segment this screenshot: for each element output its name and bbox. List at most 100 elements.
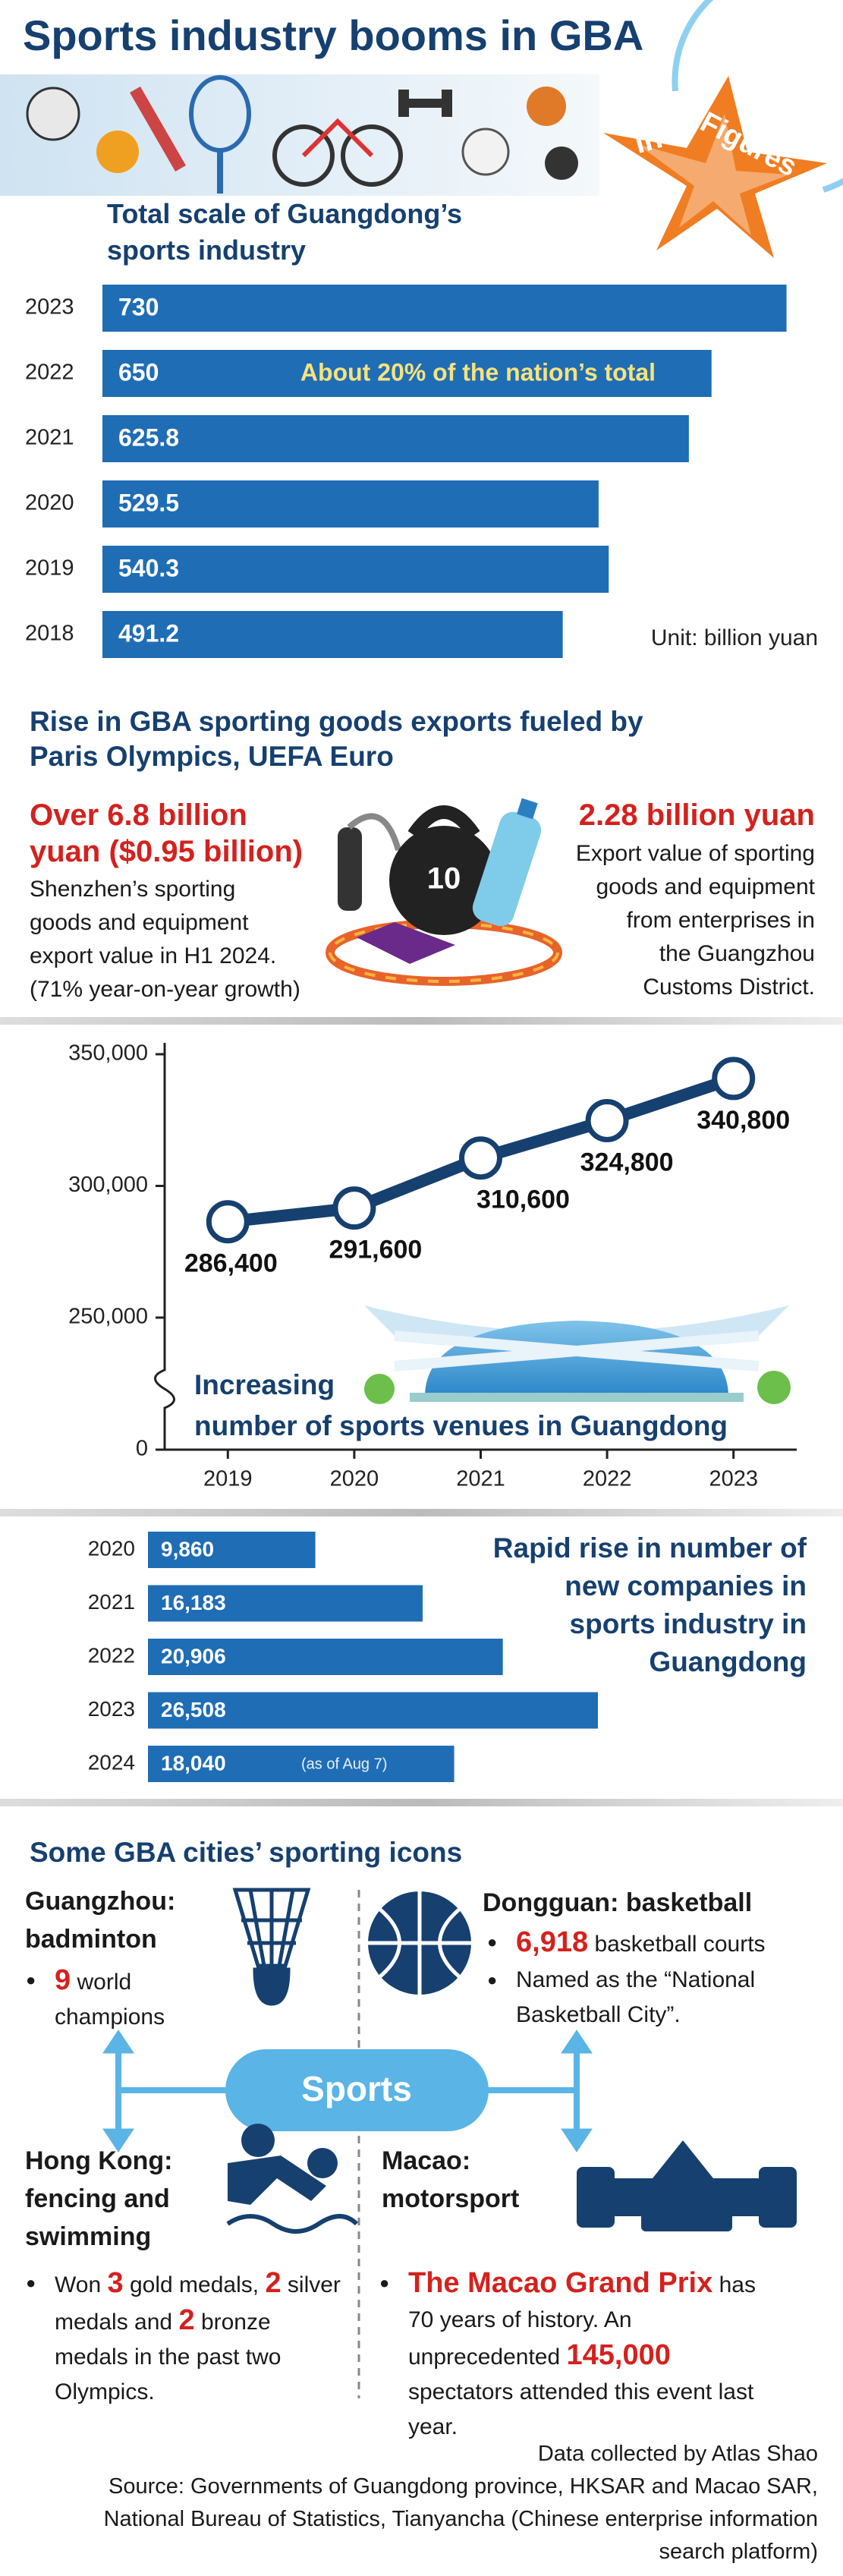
bar xyxy=(102,285,787,332)
highlight: 2 xyxy=(178,2304,195,2336)
value-label: 340,800 xyxy=(697,1106,790,1135)
bullet-text: spectators attended this event last year… xyxy=(408,2379,754,2439)
value-label: 20,906 xyxy=(161,1644,226,1667)
value-label: 16,183 xyxy=(161,1591,226,1614)
category-label: 2020 xyxy=(25,491,74,515)
highlight: 2 xyxy=(265,2267,282,2299)
category-label: 2021 xyxy=(88,1590,135,1614)
bar xyxy=(148,1585,423,1622)
bullet: The Macao Grand Prix has 70 years of his… xyxy=(379,2266,765,2445)
basketball-icon xyxy=(368,1891,471,1995)
y-tick-label: 250,000 xyxy=(68,1305,148,1329)
x-tick-label: 2019 xyxy=(203,1467,253,1491)
bar xyxy=(102,546,609,593)
value-label: 26,508 xyxy=(161,1698,226,1721)
headline: Over 6.8 billion xyxy=(30,798,247,832)
bar xyxy=(102,611,563,658)
bullet-text: world champions xyxy=(55,1970,165,2030)
stadium-illustration xyxy=(364,1305,791,1404)
page-title: Sports industry booms in GBA xyxy=(23,11,644,59)
x-tick-label: 2020 xyxy=(330,1467,379,1491)
highlight: 9 xyxy=(55,1964,71,1996)
value-label: 18,040 xyxy=(161,1751,226,1775)
value-label: 291,600 xyxy=(329,1236,422,1264)
category-label: 2021 xyxy=(25,426,74,450)
body-text: export value in H1 2024. xyxy=(30,943,277,968)
bar xyxy=(102,350,712,397)
category-label: 2024 xyxy=(88,1750,135,1774)
value-label: 650 xyxy=(118,358,159,386)
bullet: Won 3 gold medals, 2 silver medals and 2… xyxy=(26,2266,343,2410)
chart-title: Increasing xyxy=(194,1369,335,1400)
chart-title: Rapid rise in number of xyxy=(492,1532,807,1564)
value-label: 324,800 xyxy=(580,1148,674,1176)
chart-title: new companies in xyxy=(565,1570,807,1601)
body-text: from enterprises in xyxy=(626,908,815,933)
category-label: 2022 xyxy=(88,1643,135,1667)
bar xyxy=(148,1746,455,1782)
bullet-text: bronze medals in the past two Olympics. xyxy=(55,2310,282,2404)
bar xyxy=(102,480,599,527)
section-title: Paris Olympics, UEFA Euro xyxy=(30,741,394,772)
value-label: 286,400 xyxy=(184,1249,278,1278)
category-label: 2023 xyxy=(25,295,74,320)
city-title: swimming xyxy=(25,2222,152,2251)
y-axis xyxy=(154,1043,175,1450)
x-tick-label: 2023 xyxy=(709,1467,758,1491)
body-text: goods and equipment xyxy=(30,910,249,935)
bullet-text: basketball courts xyxy=(594,1932,766,1957)
footer-text: National Bureau of Statistics, Tianyanch… xyxy=(103,2507,818,2531)
value-label: 9,860 xyxy=(161,1537,214,1560)
body-text: goods and equipment xyxy=(596,874,815,899)
annotation: (as of Aug 7) xyxy=(301,1756,387,1772)
body-text: Shenzhen’s sporting xyxy=(30,877,236,902)
chart-title: number of sports venues in Guangdong xyxy=(194,1410,728,1441)
bullet: 9 world champions xyxy=(26,1963,229,2035)
x-tick-label: 2021 xyxy=(456,1467,505,1491)
value-label: 491.2 xyxy=(118,619,179,647)
point xyxy=(332,1186,376,1230)
y-tick-label: 350,000 xyxy=(68,1041,148,1066)
bullet-text: silver medals and xyxy=(55,2272,341,2335)
x-tick-label: 2022 xyxy=(583,1467,632,1491)
value-label: 625.8 xyxy=(118,424,179,451)
city-title: Macao: xyxy=(382,2146,471,2175)
city-title: fencing and xyxy=(25,2184,170,2213)
value-label: 540.3 xyxy=(118,554,179,581)
value-label: 529.5 xyxy=(118,489,179,516)
kettlebell-label: 10 xyxy=(427,862,461,896)
bar xyxy=(148,1692,598,1729)
chart-title: sports industry xyxy=(107,235,307,266)
bar xyxy=(102,415,689,462)
city-title: Hong Kong: xyxy=(25,2146,173,2175)
badge-text: In xyxy=(631,121,666,160)
banner-illustration xyxy=(0,74,599,196)
chart-title: sports industry in xyxy=(569,1608,807,1639)
category-label: 2023 xyxy=(88,1697,135,1721)
y-tick-label: 300,000 xyxy=(68,1173,148,1197)
unit-label: Unit: billion yuan xyxy=(651,625,818,650)
footer-text: Source: Governments of Guangdong provinc… xyxy=(109,2474,818,2499)
value-label: 310,600 xyxy=(477,1186,570,1214)
category-label: 2022 xyxy=(25,361,74,385)
center-label: Sports xyxy=(301,2069,412,2108)
bullet-text: Won xyxy=(55,2272,102,2297)
point xyxy=(712,1057,756,1101)
point xyxy=(206,1200,250,1244)
shuttlecock-icon xyxy=(232,1888,311,2006)
headline: 2.28 billion yuan xyxy=(578,798,815,832)
y-tick-label: 0 xyxy=(136,1437,148,1461)
export-illustration xyxy=(326,798,562,986)
chart-title: Total scale of Guangdong’s xyxy=(107,198,463,229)
value-label: 730 xyxy=(118,293,159,320)
city-title: Guangzhou: xyxy=(25,1887,176,1916)
separator xyxy=(0,1799,843,1806)
bar xyxy=(148,1639,503,1675)
city-title: motorsport xyxy=(382,2184,520,2213)
city-title: badminton xyxy=(25,1925,157,1954)
separator xyxy=(0,1017,843,1025)
racecar-icon xyxy=(577,2140,797,2231)
footer-text: search platform) xyxy=(659,2540,818,2564)
body-text: (71% year-on-year growth) xyxy=(30,977,300,1002)
